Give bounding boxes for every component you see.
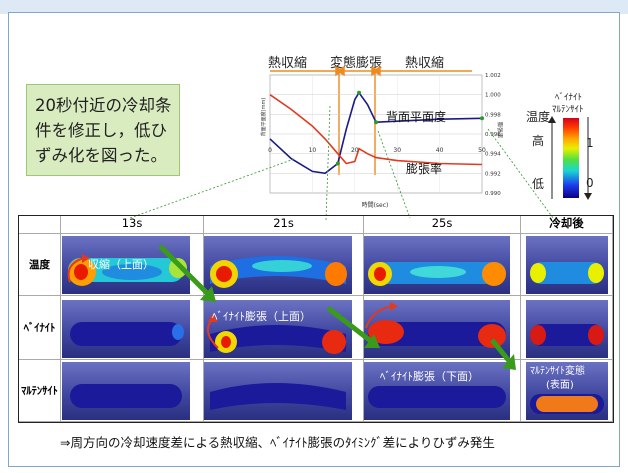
chart-marker-point (357, 90, 362, 95)
table-corner (19, 216, 61, 234)
legend-zero-label: 0 (586, 176, 594, 190)
annotation-bainite-bottom: ﾍﾞｲﾅｲﾄ膨張（下面） (380, 370, 479, 383)
sim-bainite-13s (62, 300, 190, 358)
color-scale-bar (563, 118, 579, 198)
x-tick-label: 10 (309, 147, 317, 154)
annotation-shrink-top: 収縮（上面） (88, 258, 154, 271)
sim-temp-13s (62, 236, 190, 294)
y-axis-right-label: 膨張率 (496, 122, 504, 139)
sim-martensite-13s (62, 362, 190, 420)
chart-marker-point (480, 116, 484, 121)
col-header-25s: 25s (364, 216, 521, 234)
phase-arrow-right-head (372, 65, 381, 77)
line-chart: 1.002 1.000 0.998 0.996 0.994 0.992 0.990 0 10 20… (260, 65, 504, 209)
note-box: 20秒付近の冷却条件を修正し，低ひずみ化を図った。 (26, 84, 180, 176)
legend-high-label: 高 (532, 134, 545, 148)
sim-temp-21s (204, 236, 352, 294)
col-header-13s: 13s (61, 216, 204, 234)
chart-ticks: 1.002 1.000 0.998 0.996 0.994 0.992 0.990 0 10 20… (268, 73, 501, 197)
sim-martensite-25s (364, 362, 510, 420)
y-tick-label: 0.996 (485, 132, 501, 138)
series-label-expansion: 膨張率 (406, 161, 442, 176)
legend-low-label: 低 (532, 177, 545, 191)
legend-title-bainite: ﾍﾞｲﾅｲﾄ (555, 93, 583, 103)
y-tick-label: 0.990 (485, 191, 501, 197)
top-bar (0, 0, 628, 14)
series-line-1 (269, 94, 483, 166)
series-line-0 (269, 91, 483, 175)
x-axis-label: 時間(sec) (362, 201, 389, 209)
phase-shrink-right: 熱収縮 (405, 56, 445, 71)
col-header-after-cooling: 冷却後 (521, 216, 613, 234)
footer-conclusion: ⇒周方向の冷却速度差による熱収縮、ﾍﾞｲﾅｲﾄ膨張のﾀｲﾐﾝｸﾞ差によりひずみ発… (60, 435, 495, 450)
legend-title-martensite: ﾏﾙﾃﾝｻｲﾄ (552, 105, 584, 115)
y-axis-left-label: 背面平面度(mm) (260, 98, 267, 137)
sim-martensite-21s (204, 362, 352, 420)
sim-temp-after (526, 236, 608, 294)
y-tick-label: 1.000 (485, 93, 501, 99)
x-tick-label: 30 (393, 147, 401, 154)
annotation-martensite-line2: (表面) (546, 380, 574, 391)
row-label-bainite: ﾍﾞｲﾅｲﾄ (19, 296, 61, 360)
sim-temp-25s (364, 236, 510, 294)
result-table: 13s 21s 25s 冷却後 温度 ﾍﾞｲﾅｲﾄ ﾏﾙﾃﾝｻｲﾄ (18, 215, 614, 423)
col-header-21s: 21s (204, 216, 364, 234)
row-label-martensite: ﾏﾙﾃﾝｻｲﾄ (19, 360, 61, 422)
sim-martensite-after (526, 362, 608, 420)
legend-one-label: 1 (586, 136, 594, 150)
sim-bainite-25s (364, 300, 510, 358)
legend-arrow-up (548, 116, 556, 199)
series-label-flatness: 背面平面度 (386, 109, 446, 124)
y-tick-label: 0.992 (485, 171, 501, 177)
phase-arrow-mid-head-left (336, 65, 345, 77)
x-tick-label: 40 (436, 147, 444, 154)
chart-grid (269, 74, 483, 194)
chart-marker-point (374, 120, 378, 125)
chart-marker-point (335, 161, 340, 166)
annotation-martensite-line1: ﾏﾙﾃﾝｻｲﾄ変態 (530, 366, 585, 377)
x-tick-label: 0 (268, 147, 272, 154)
legend-arrow-down (584, 117, 592, 200)
chart-lines (269, 90, 484, 175)
note-text: 20秒付近の冷却条件を修正し，低ひずみ化を図った。 (35, 96, 172, 165)
y-tick-label: 0.994 (485, 152, 501, 158)
sim-bainite-after (526, 300, 608, 358)
annotation-bainite-top: ﾍﾞｲﾅｲﾄ膨張（上面） (212, 310, 311, 323)
row-label-temperature: 温度 (19, 234, 61, 296)
y-tick-label: 0.998 (485, 112, 501, 118)
x-tick-label: 50 (478, 147, 486, 154)
y-tick-label: 1.002 (485, 73, 501, 79)
phase-shrink-left: 熱収縮 (268, 56, 308, 71)
x-tick-label: 20 (351, 147, 359, 154)
legend-temp-label: 温度 (526, 110, 551, 124)
